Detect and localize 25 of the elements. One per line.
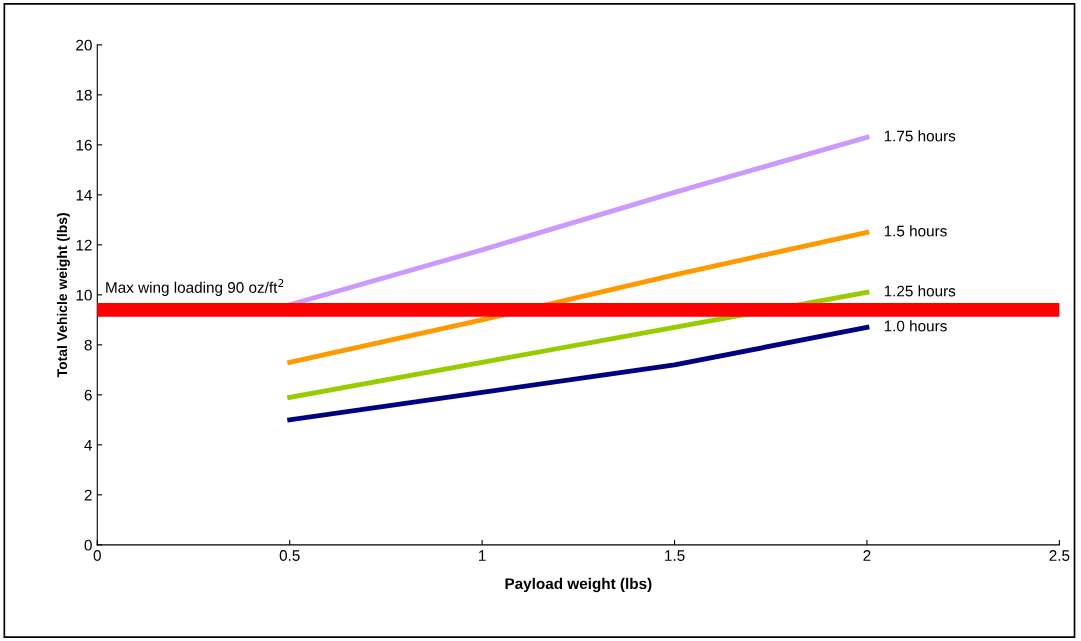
series-label: 1.0 hours [884,320,947,332]
y-tick-label: 4 [84,439,92,451]
x-tick-label: 1 [479,550,486,561]
x-tick-label: 2 [863,550,871,561]
y-tick-label: 8 [84,339,92,351]
line-series [287,324,870,423]
y-tick-label: 20 [76,39,92,51]
y-tick-label: 10 [76,289,92,301]
y-tick-label: 2 [84,489,92,501]
y-tick-label: 14 [76,189,92,201]
x-tick-label: 0 [93,550,101,561]
y-tick-label: 18 [76,89,92,101]
y-axis-title: Total Vehicle weight (lbs) [56,213,70,378]
y-tick-label: 0 [84,539,92,551]
series-label: 1.75 hours [884,130,956,142]
ref-line-label: Max wing loading 90 oz/ft$^{2}$ [106,279,284,296]
series-label: 1.5 hours [884,225,947,237]
x-tick-label: 1.5 [665,550,685,561]
series-label: 1.25 hours [884,285,956,297]
x-axis-title: Payload weight (lbs) [505,577,652,593]
x-tick-label: 2.5 [1049,550,1070,561]
y-tick-label: 12 [76,239,92,251]
y-tick-label: 6 [84,389,92,401]
x-tick-label: 0.5 [279,550,300,561]
y-tick-label: 16 [76,139,92,151]
